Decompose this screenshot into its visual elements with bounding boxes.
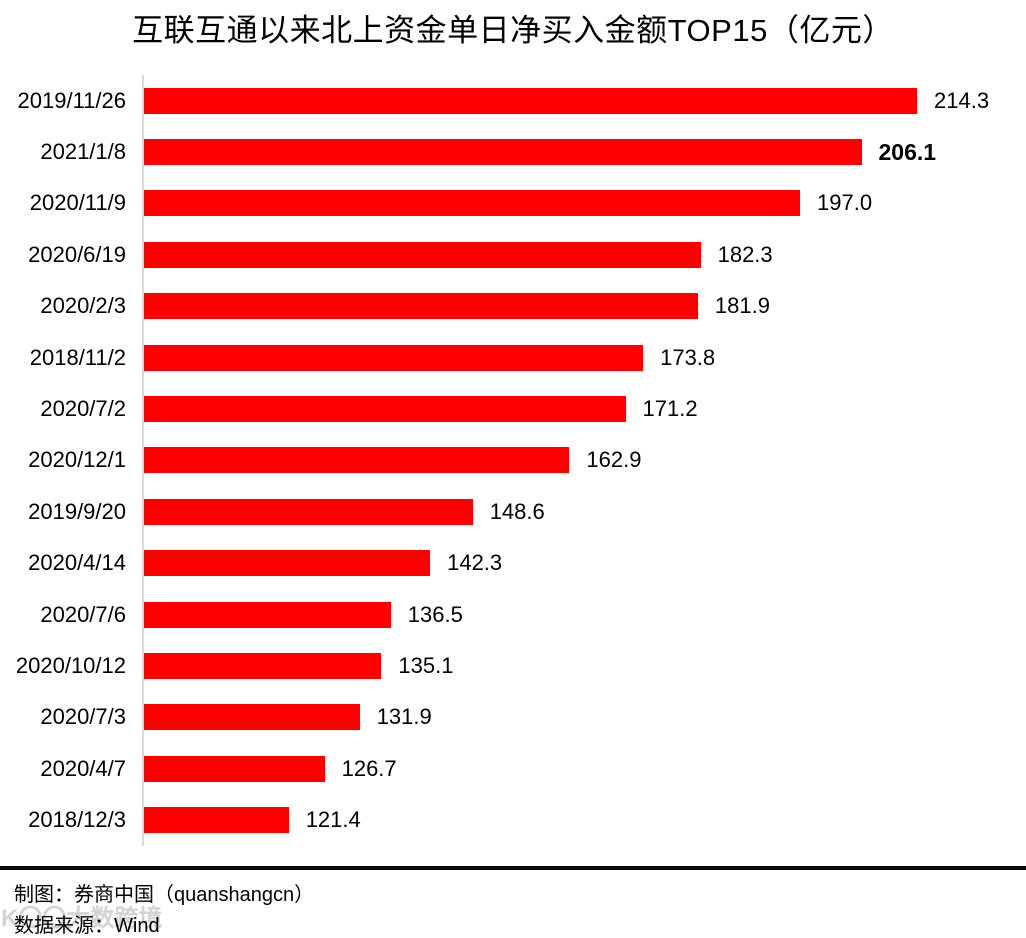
value-label: 162.9 [586,447,642,473]
bar-zone: 135.1 [142,640,1026,692]
bar-row: 2020/12/1 162.9 [0,434,1026,487]
bar-row: 2020/7/6 136.5 [0,588,1026,641]
bar-row: 2020/7/3 131.9 [0,691,1026,744]
bar-zone: 214.3 [142,75,1026,127]
bar-rows: 2019/11/26 214.3 2021/1/8 206.1 2020/11/9 197… [0,75,1026,846]
value-label: 126.7 [341,755,397,781]
bar-row: 2020/10/12 135.1 [0,640,1026,692]
bar [144,652,382,679]
value-label: 142.3 [447,550,503,576]
value-label: 182.3 [717,241,773,267]
value-label: 171.2 [642,396,698,422]
category-label: 2019/9/20 [28,498,126,524]
category-label: 2018/11/2 [29,344,126,370]
category-label: 2020/7/6 [40,601,126,627]
value-label: 136.5 [407,601,463,627]
bar-zone: 136.5 [142,588,1026,641]
bar-zone: 197.0 [142,177,1026,230]
category-label: 2021/1/8 [40,139,126,165]
category-label: 2020/6/19 [28,241,126,267]
bar [144,293,698,320]
footer-divider-line [0,866,1026,870]
bar-row: 2020/6/19 182.3 [0,229,1026,281]
category-label: 2020/2/3 [40,293,126,319]
value-label: 148.6 [489,498,545,524]
bar-zone: 131.9 [142,691,1026,744]
bar [144,344,644,371]
value-label: 121.4 [305,807,361,833]
bar-zone: 181.9 [142,280,1026,332]
bar-row: 2020/7/2 171.2 [0,383,1026,435]
bar [144,87,917,114]
bar [144,498,473,525]
bar-zone: 121.4 [142,794,1026,846]
category-label: 2020/4/14 [28,550,126,576]
bar-row: 2020/11/9 197.0 [0,177,1026,230]
bar-row: 2019/11/26 214.3 [0,75,1026,127]
bar-zone: 182.3 [142,229,1026,281]
bar-zone: 171.2 [142,383,1026,435]
value-label: 135.1 [398,652,454,678]
bar [144,447,570,474]
bar-row: 2020/4/7 126.7 [0,743,1026,795]
chart-credit-text: 制图：券商中国（quanshangcn） [14,884,315,906]
bar [144,190,800,217]
data-source-text: 数据来源：Wind [14,915,160,937]
category-label: 2020/10/12 [15,652,126,678]
bar-row: 2018/11/2 173.8 [0,331,1026,384]
value-label: 181.9 [714,293,770,319]
bar [144,550,431,577]
category-label: 2020/12/1 [28,447,126,473]
category-label: 2020/4/7 [40,755,126,781]
bar-zone: 173.8 [142,331,1026,384]
bar-row: 2021/1/8 206.1 [0,126,1026,178]
bar [144,139,862,166]
bar-zone: 206.1 [142,126,1026,178]
bar [144,241,701,268]
value-label: 197.0 [817,190,873,216]
bar [144,704,360,731]
bar-chart: 2019/11/26 214.3 2021/1/8 206.1 2020/11/9 197… [0,75,1026,846]
category-label: 2020/11/9 [29,190,126,216]
value-label: 214.3 [934,87,990,113]
category-label: 2018/12/3 [28,807,126,833]
value-label: 131.9 [376,704,432,730]
category-label: 2019/11/26 [17,87,126,113]
bar-row: 2020/4/14 142.3 [0,537,1026,589]
bar-row: 2018/12/3 121.4 [0,794,1026,846]
value-label: 206.1 [878,138,937,165]
bar-row: 2019/9/20 148.6 [0,486,1026,538]
category-label: 2020/7/3 [40,704,126,730]
value-label: 173.8 [660,344,716,370]
bar-row: 2020/2/3 181.9 [0,280,1026,332]
chart-title: 互联互通以来北上资金单日净买入金额TOP15（亿元） [132,13,894,48]
site-watermark: K〇〇大数跨境 [1,905,163,932]
bar-zone: 142.3 [142,537,1026,589]
bar [144,601,391,628]
bar [144,396,626,423]
bar [144,807,289,834]
category-label: 2020/7/2 [40,396,126,422]
bar-zone: 162.9 [142,434,1026,487]
bar-zone: 126.7 [142,743,1026,795]
bar-zone: 148.6 [142,486,1026,538]
bar [144,755,325,782]
